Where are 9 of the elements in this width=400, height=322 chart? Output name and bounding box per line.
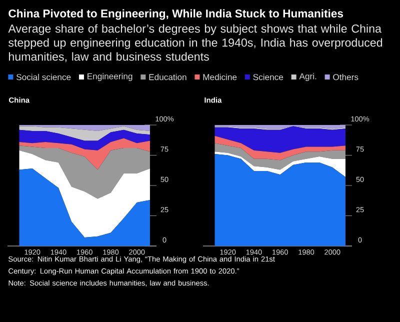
legend-label: Science xyxy=(253,74,284,80)
legend-label: Engineering xyxy=(88,72,132,82)
legend-label: Social science xyxy=(16,74,71,80)
legend-label: Education xyxy=(149,74,186,80)
legend-label: Agri. xyxy=(299,72,316,82)
text: Average share of bachelor’s degrees by subject shows that while China stepped up engineering education in the 1940s, India has overproduced humanities, law and business students xyxy=(8,24,382,62)
legend-label: Medicine xyxy=(203,74,237,80)
text: China Pivoted to Engineering, While India Stuck to Humanities xyxy=(8,9,344,20)
legend-label: Others xyxy=(333,74,358,80)
